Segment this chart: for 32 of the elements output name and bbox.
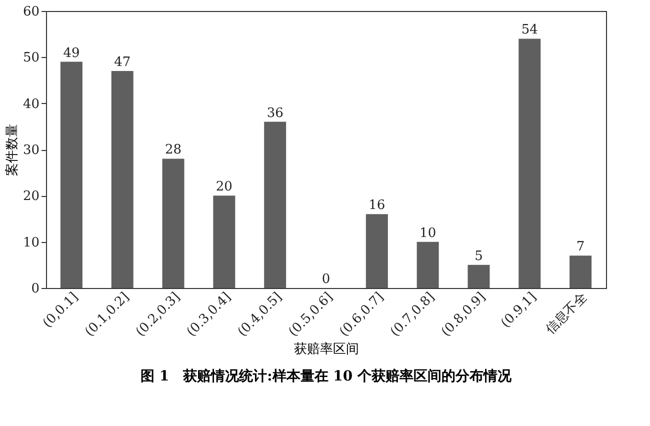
- data-label: 36: [266, 106, 284, 121]
- y-axis-title: 案件数量: [4, 124, 20, 176]
- data-label: 0: [322, 272, 330, 287]
- x-axis-title: 获赔率区间: [294, 341, 359, 358]
- data-label: 10: [420, 226, 436, 241]
- data-label: 28: [165, 142, 182, 158]
- bar: [570, 256, 592, 288]
- data-label: 20: [216, 180, 232, 195]
- x-tick-label: 信息不全: [543, 290, 590, 338]
- bar: [366, 214, 388, 288]
- bar: [468, 264, 490, 288]
- data-label: 47: [114, 55, 131, 70]
- bar: [162, 158, 184, 288]
- y-tick-label: 40: [22, 96, 40, 112]
- data-label: 5: [474, 248, 483, 264]
- bar: [111, 71, 134, 288]
- data-label: 54: [521, 22, 538, 38]
- bar: [213, 196, 236, 288]
- bar: [416, 242, 439, 288]
- caption: 图 1 获赔情况统计:样本量在 10 个获赔率区间的分布情况: [140, 368, 513, 385]
- y-tick-label: 30: [22, 143, 40, 158]
- y-tick-label: 20: [22, 189, 40, 204]
- bar: [518, 38, 541, 288]
- y-tick-label: 60: [22, 4, 40, 20]
- y-tick-label: 10: [22, 235, 40, 250]
- y-tick-label: 50: [22, 50, 40, 66]
- data-label: 49: [63, 46, 80, 61]
- data-label: 7: [576, 240, 585, 255]
- y-tick-label: 0: [31, 282, 40, 296]
- bar: [60, 62, 82, 288]
- data-label: 16: [368, 198, 386, 214]
- bar: [264, 122, 286, 288]
